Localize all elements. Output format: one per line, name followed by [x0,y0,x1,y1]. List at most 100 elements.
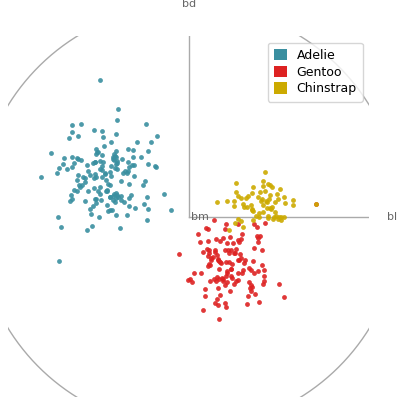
Point [88,210,94,217]
Point [249,284,255,290]
Point [263,198,269,204]
Point [264,205,270,211]
Point [214,285,221,291]
Point [198,270,204,277]
Point [126,203,132,209]
Point [220,235,226,241]
Point [48,150,54,156]
Point [265,196,272,202]
Point [233,180,239,186]
Point [103,188,110,194]
Point [99,163,105,170]
Point [97,158,104,164]
Point [210,254,216,260]
Point [110,154,116,160]
Point [224,198,230,204]
Point [64,166,70,173]
Point [254,224,260,230]
Point [97,166,104,172]
Point [71,159,78,166]
Point [224,279,230,285]
Point [259,178,266,184]
Point [232,250,238,257]
Point [248,288,255,294]
Point [93,174,100,180]
Point [130,153,136,160]
Point [249,206,255,213]
Point [109,207,116,214]
Point [212,246,219,253]
Point [200,307,206,314]
Point [233,246,240,252]
Point [111,151,118,157]
Point [231,281,238,288]
Point [261,273,268,280]
Point [268,183,275,190]
Point [205,252,211,259]
Point [109,156,116,162]
Point [73,155,80,161]
Point [216,238,223,244]
Point [130,173,137,180]
Point [113,148,120,154]
Point [216,258,222,264]
Point [259,247,265,253]
Point [61,154,67,161]
Point [99,128,105,134]
Point [236,238,242,245]
Point [260,202,266,208]
Point [90,160,96,166]
Point [152,163,158,170]
Point [120,170,126,177]
Point [255,299,262,305]
Point [226,259,232,265]
Point [112,199,118,205]
Point [254,268,261,274]
Point [144,194,150,200]
Point [261,278,267,284]
Point [244,292,251,299]
Point [222,304,229,310]
Point [231,198,237,204]
Point [222,259,229,266]
Point [90,127,97,134]
Point [234,221,241,227]
Point [96,214,102,220]
Point [260,208,267,215]
Point [69,164,76,170]
Point [125,168,131,174]
Point [214,302,221,308]
Point [276,280,282,287]
Point [238,270,245,276]
Point [58,224,64,230]
Point [74,156,81,162]
Point [98,197,104,204]
Point [128,192,134,199]
Legend: Adelie, Gentoo, Chinstrap: Adelie, Gentoo, Chinstrap [268,42,363,102]
Point [228,246,234,253]
Point [78,157,84,164]
Point [232,220,239,226]
Point [223,273,230,279]
Point [258,262,265,268]
Point [74,188,80,194]
Point [84,162,90,169]
Point [290,202,296,209]
Point [220,278,226,284]
Point [124,170,130,176]
Point [153,164,159,170]
Point [313,201,319,207]
Point [144,160,151,167]
Point [277,186,283,192]
Point [69,121,75,128]
Point [222,220,229,227]
Point [281,214,288,220]
Point [238,254,244,261]
Point [235,193,242,199]
Point [251,221,258,228]
Point [239,231,245,238]
Point [124,159,131,165]
Point [251,245,258,251]
Point [92,159,98,166]
Point [111,156,118,163]
